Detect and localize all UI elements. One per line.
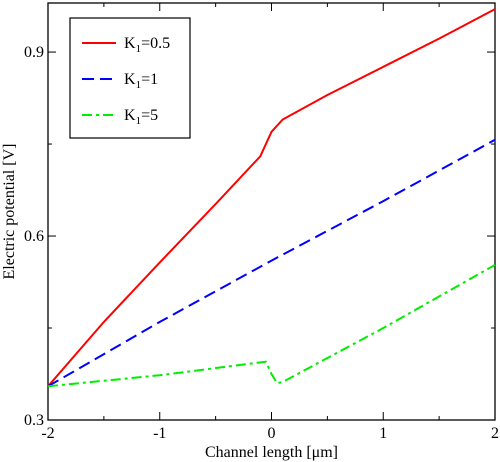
y-tick-label: 0.3: [24, 412, 44, 429]
x-tick-label: 1: [379, 425, 387, 442]
series-line-2: [47, 264, 496, 388]
legend-label-2: K1=5: [124, 107, 158, 127]
x-tick-label: 2: [491, 425, 499, 442]
x-tick-label: -2: [41, 425, 54, 442]
legend-label-1: K1=1: [124, 71, 158, 91]
series-line-0: [47, 8, 496, 387]
series-line-1: [47, 138, 496, 388]
y-tick-label: 0.9: [24, 44, 44, 61]
y-tick-label: 0.6: [24, 228, 44, 245]
y-axis-title: Electric potential [V]: [1, 144, 18, 280]
legend-label-0: K1=0.5: [124, 35, 170, 55]
x-tick-label: -1: [153, 425, 166, 442]
x-axis-title: Channel length [μm]: [205, 444, 338, 461]
x-tick-label: 0: [268, 425, 276, 442]
